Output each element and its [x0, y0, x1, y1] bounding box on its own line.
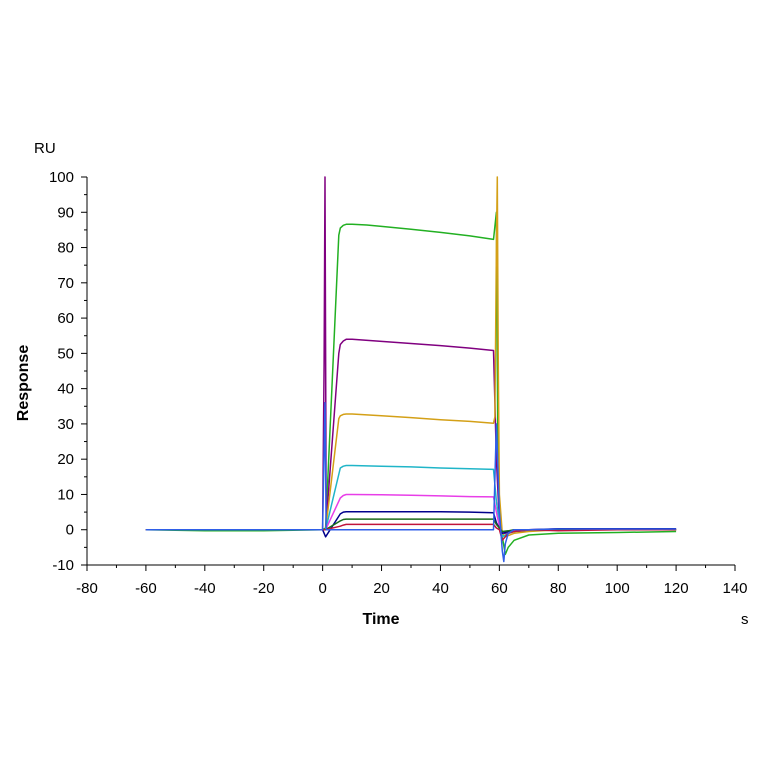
x-tick-label: 80: [550, 580, 567, 597]
x-tick-label: 60: [491, 580, 508, 597]
series-line-3: [145, 176, 677, 538]
y-tick-label: 100: [49, 169, 74, 186]
y-tick-label: 50: [57, 345, 74, 362]
series-lines: [145, 176, 677, 563]
y-tick-label: 0: [66, 522, 74, 539]
series-line-1: [145, 211, 677, 556]
x-axis: -80 -60 -40 -20 0 20 40 60 80 100 120 140: [76, 564, 748, 597]
series-line-8: [145, 523, 677, 542]
y-tick-label: -10: [52, 557, 74, 574]
x-tick-label: -40: [194, 580, 216, 597]
x-tick-label: 0: [318, 580, 326, 597]
series-line-5: [145, 493, 677, 535]
y-tick-label: 20: [57, 451, 74, 468]
y-tick-label: 60: [57, 310, 74, 327]
y-tick-label: 30: [57, 416, 74, 433]
x-tick-label: 120: [664, 580, 689, 597]
y-tick-label: 10: [57, 486, 74, 503]
y-axis: -10 0 10 20 30 40 50 60 70 80 90 100: [49, 169, 88, 574]
y-tick-label: 40: [57, 381, 74, 398]
x-tick-label: 140: [722, 580, 747, 597]
x-tick-label: 20: [373, 580, 390, 597]
x-tick-label: -80: [76, 580, 98, 597]
y-tick-label: 70: [57, 275, 74, 292]
series-line-2: [145, 176, 677, 535]
y-axis-title: Response: [15, 345, 32, 422]
x-tick-label: -20: [253, 580, 275, 597]
series-line-9: [145, 401, 677, 563]
x-unit-label: s: [741, 611, 749, 628]
series-line-4: [145, 464, 677, 538]
y-tick-label: 80: [57, 240, 74, 257]
x-tick-label: 40: [432, 580, 449, 597]
y-unit-label: RU: [34, 140, 56, 157]
x-tick-label: 100: [605, 580, 630, 597]
x-axis-title: Time: [362, 611, 399, 628]
y-tick-label: 90: [57, 204, 74, 221]
x-tick-label: -60: [135, 580, 157, 597]
